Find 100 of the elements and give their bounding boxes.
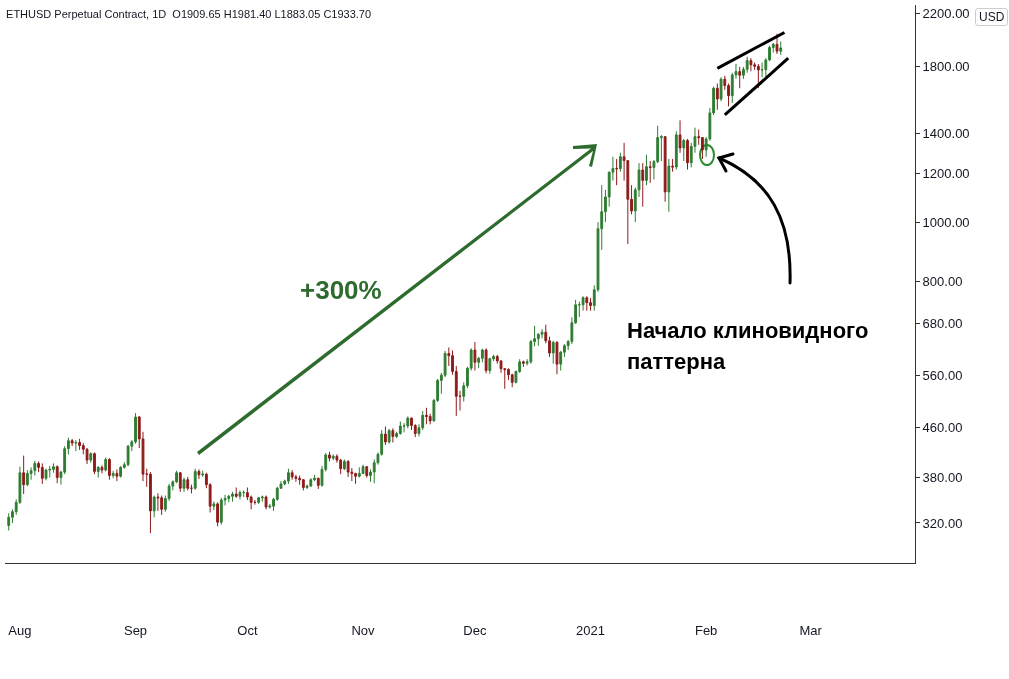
candlestick	[641, 162, 645, 208]
candlestick	[484, 347, 488, 374]
candlestick	[589, 297, 592, 312]
candlestick	[738, 66, 742, 89]
candlestick	[25, 469, 29, 487]
candlestick	[294, 474, 298, 483]
candlestick	[219, 497, 223, 526]
y-tick-label: 1000.00	[922, 214, 970, 230]
candlestick	[555, 340, 559, 375]
x-tick-label: Mar	[799, 622, 823, 638]
candlestick	[156, 492, 160, 512]
candlestick	[197, 468, 201, 480]
y-tick-label: 1200.00	[922, 166, 970, 182]
candlestick	[108, 457, 111, 481]
candlestick	[231, 491, 234, 503]
candlestick	[201, 470, 205, 478]
x-tick-label: Sep	[123, 622, 148, 638]
candlestick	[100, 464, 104, 474]
x-tick-label: Dec	[463, 622, 487, 638]
candlestick	[674, 130, 678, 171]
candlestick	[257, 496, 261, 505]
candlestick	[719, 76, 723, 102]
candlestick	[756, 63, 760, 89]
candlestick	[33, 460, 37, 477]
x-tick-label: Aug	[8, 622, 32, 638]
candlestick	[387, 428, 391, 445]
candlestick	[779, 40, 783, 56]
candlestick	[309, 477, 313, 488]
candlestick	[115, 468, 119, 482]
candlestick	[22, 455, 26, 495]
y-tick-label: 1400.00	[922, 125, 970, 141]
candlestick	[7, 512, 11, 532]
candlestick	[425, 407, 428, 425]
candlestick	[615, 158, 619, 186]
candlestick	[85, 447, 89, 465]
candlestick	[346, 459, 350, 478]
candlestick	[40, 462, 44, 485]
candlestick	[398, 420, 402, 436]
candlestick	[667, 158, 671, 213]
candlestick	[264, 495, 268, 510]
candlestick	[339, 458, 343, 475]
candlestick	[182, 477, 186, 493]
candlestick	[618, 152, 622, 173]
y-tick-label: 460.00	[922, 419, 963, 435]
candlestick	[328, 451, 331, 462]
candlestick	[260, 495, 264, 503]
candlestick	[74, 439, 78, 452]
candlestick	[749, 57, 753, 72]
candlestick	[488, 357, 492, 375]
x-tick-label: Oct	[237, 622, 258, 638]
x-tick-label: Nov	[351, 622, 376, 638]
y-tick-label: 320.00	[922, 515, 963, 531]
candlestick	[186, 476, 190, 491]
candlestick	[342, 458, 346, 471]
candlestick	[678, 119, 682, 154]
candlestick	[149, 471, 152, 534]
candlestick	[551, 340, 555, 365]
candlestick	[126, 444, 130, 467]
candlestick	[645, 154, 648, 186]
y-tick-label: 680.00	[922, 316, 963, 332]
candlestick	[585, 295, 589, 312]
y-tick-label: 380.00	[922, 470, 963, 486]
candlestick	[52, 462, 55, 474]
candlestick	[178, 471, 182, 493]
candlestick	[384, 426, 387, 446]
candlestick	[238, 489, 242, 500]
candlestick	[44, 468, 48, 481]
candlestick	[193, 468, 197, 491]
candlestick	[686, 138, 689, 171]
candlestick	[760, 61, 764, 78]
candlestick	[715, 83, 719, 111]
candlestick	[298, 475, 302, 486]
candlestick	[663, 135, 667, 203]
candlestick	[775, 33, 779, 55]
candlestick	[93, 451, 96, 475]
candlestick	[331, 453, 335, 461]
y-axis-title: USD	[975, 8, 1009, 26]
candlestick	[581, 295, 585, 312]
candlestick	[89, 451, 93, 464]
y-tick-label: 560.00	[922, 367, 963, 383]
y-tick-label: 800.00	[922, 273, 963, 289]
y-tick-label: 1800.00	[922, 59, 970, 75]
candlestick	[365, 465, 369, 479]
candlestick	[357, 466, 361, 477]
candlestick	[234, 487, 238, 499]
candlestick	[119, 465, 123, 479]
x-tick-label: Feb	[694, 622, 718, 638]
candlestick	[473, 341, 477, 372]
candlestick	[287, 468, 290, 485]
candlestick	[301, 478, 305, 491]
annotation: +300%	[300, 274, 383, 307]
candlestick	[216, 501, 219, 527]
annotation: Начало клиновидного паттерна	[627, 317, 870, 376]
y-tick-label: 2200.00	[922, 6, 970, 22]
candlestick	[648, 160, 652, 184]
candlestick	[152, 495, 156, 518]
candlestick	[406, 415, 410, 429]
candlestick	[111, 470, 115, 479]
candlestick	[253, 499, 257, 506]
candlestick	[55, 464, 59, 484]
